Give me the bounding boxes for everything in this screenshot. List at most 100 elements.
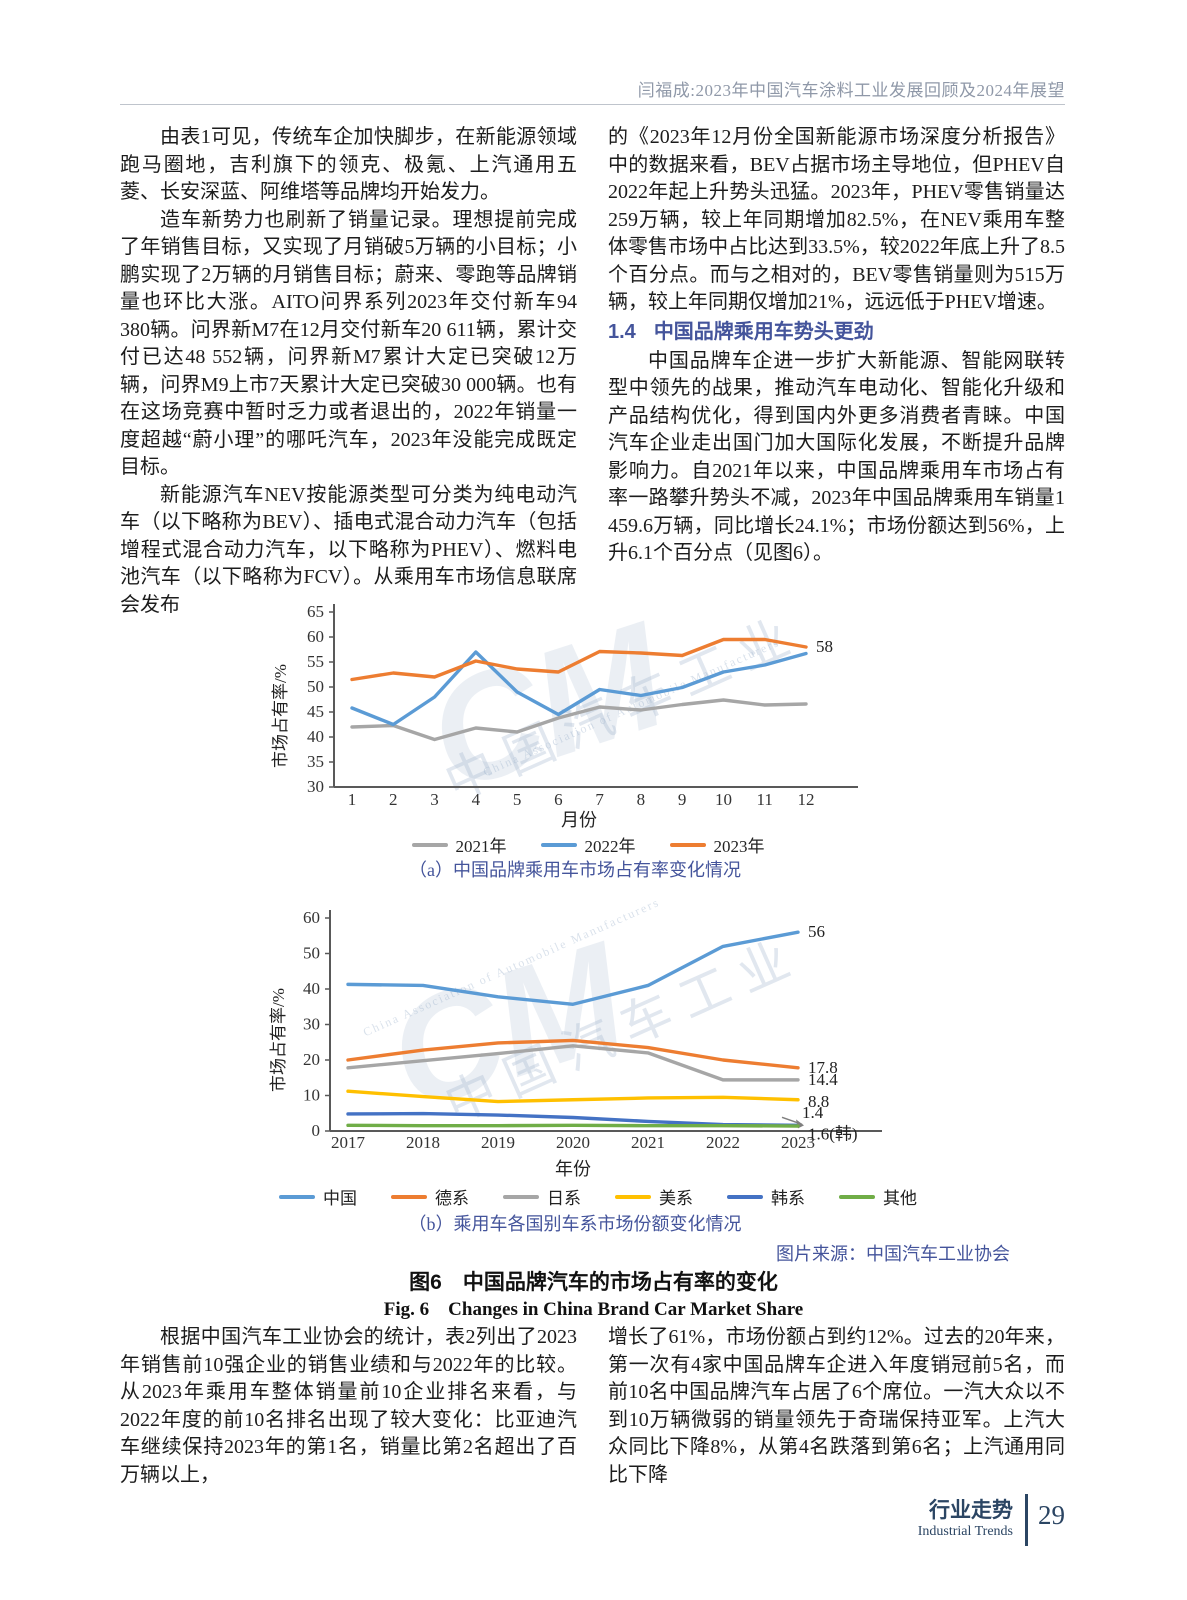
chart-monthly-market-share: 30 35 40 45 50 55 60 65 1 2 3 4 5 6 7 8 9 10 11 12 月份 市场占有率/%… xyxy=(268,598,908,857)
y-tick-label: 35 xyxy=(307,752,324,771)
top-right-column: 的《2023年12月份全国新能源市场深度分析报告》中的数据来看，BEV占据市场主… xyxy=(608,124,1065,568)
x-tick-label: 5 xyxy=(513,790,522,809)
series-end-label: 17.8 xyxy=(808,1058,838,1077)
legend-item: 美系 xyxy=(615,1184,693,1209)
figure-caption-b: （b）乘用车各国别车系市场份额变化情况 xyxy=(408,1214,742,1234)
y-tick-label: 45 xyxy=(307,702,324,721)
x-axis-title: 月份 xyxy=(561,810,597,830)
legend-swatch xyxy=(411,842,448,847)
legend-swatch xyxy=(839,1194,875,1199)
paragraph: 新能源汽车NEV按能源类型可分类为纯电动汽车（以下略称为BEV）、插电式混合动力… xyxy=(120,483,577,616)
chart-a-legend: 2021年 2022年 2023年 xyxy=(268,832,908,857)
x-tick-label: 11 xyxy=(757,790,773,809)
running-title: 闫福成:2023年中国汽车涂料工业发展回顾及2024年展望 xyxy=(637,81,1065,100)
legend-label: 德系 xyxy=(435,1189,469,1208)
x-tick-label: 9 xyxy=(678,790,687,809)
series-end-label: 1.4 xyxy=(802,1103,824,1122)
top-left-column: 由表1可见，传统车企加快脚步，在新能源领域跑马圈地，吉利旗下的领克、极氪、上汽通… xyxy=(120,124,577,619)
page-number: 29 xyxy=(1038,1500,1065,1530)
series-end-label: 56 xyxy=(808,922,825,941)
y-axis-title: 市场占有率/% xyxy=(269,988,288,1092)
y-tick-label: 65 xyxy=(307,602,324,621)
legend-swatch xyxy=(615,1194,651,1199)
paragraph: 增长了61%，市场份额占到约12%。过去的20年来，第一次有4家中国品牌车企进入… xyxy=(608,1326,1065,1486)
y-axis-title: 市场占有率/% xyxy=(271,664,290,768)
paragraph: 根据中国汽车工业协会的统计，表2列出了2023年销售前10强企业的销售业绩和与2… xyxy=(120,1326,577,1486)
series-end-label: 14.4 xyxy=(808,1070,838,1089)
header-rule xyxy=(120,104,1065,105)
legend-item: 2023年 xyxy=(669,832,765,857)
series-end-label: 8.8 xyxy=(808,1092,829,1111)
x-tick-label: 10 xyxy=(715,790,732,809)
y-tick-label: 10 xyxy=(303,1086,320,1105)
chart-svg: 0 10 20 30 40 50 60 2017 2018 2019 2020 2021 2022 202… xyxy=(269,908,882,1179)
paragraph: 中国品牌车企进一步扩大新能源、智能网联转型中领先的战果，推动汽车电动化、智能化升… xyxy=(608,349,1065,565)
y-tick-label: 40 xyxy=(307,727,324,746)
legend-swatch xyxy=(727,1194,763,1199)
y-tick-label: 30 xyxy=(307,777,324,796)
x-tick-label: 2021 xyxy=(631,1133,665,1152)
legend-swatch xyxy=(669,842,706,847)
legend-label: 2021年 xyxy=(455,837,507,856)
x-tick-label: 7 xyxy=(595,790,604,809)
series-line-其他 xyxy=(346,1123,800,1128)
section-number: 1.4 xyxy=(608,320,636,343)
legend-label: 美系 xyxy=(659,1189,693,1208)
legend-item: 中国 xyxy=(279,1184,357,1209)
x-axis-title: 年份 xyxy=(555,1159,591,1179)
series-line-2022年 xyxy=(350,650,808,727)
y-tick-label: 60 xyxy=(307,627,324,646)
series-line-2023年 xyxy=(350,637,808,682)
section-title: 中国品牌乘用车势头更劲 xyxy=(653,320,874,343)
figure-title-chinese: 图6 中国品牌汽车的市场占有率的变化 xyxy=(409,1271,778,1294)
legend-label: 2023年 xyxy=(713,837,765,856)
bottom-right-column: 增长了61%，市场份额占到约12%。过去的20年来，第一次有4家中国品牌车企进入… xyxy=(608,1324,1065,1489)
legend-item: 2021年 xyxy=(411,832,507,857)
y-tick-label: 50 xyxy=(307,677,324,696)
legend-item: 德系 xyxy=(391,1184,469,1209)
figure-title-english: Fig. 6 Changes in China Brand Car Market… xyxy=(383,1299,804,1320)
x-tick-label: 6 xyxy=(554,790,563,809)
x-tick-label: 2 xyxy=(389,790,398,809)
series-line-日系 xyxy=(346,1044,800,1082)
figure-source: 图片来源：中国汽车工业协会 xyxy=(776,1244,1010,1264)
legend-label: 日系 xyxy=(547,1189,581,1208)
paragraph: 的《2023年12月份全国新能源市场深度分析报告》中的数据来看，BEV占据市场主… xyxy=(608,126,1065,313)
section-heading-1-4: 1.4 中国品牌乘用车势头更劲 xyxy=(608,318,1065,347)
figure-caption-a: （a）中国品牌乘用车市场占有率变化情况 xyxy=(409,860,741,880)
footer-title-chinese: 行业走势 xyxy=(929,1499,1013,1522)
x-tick-label: 1 xyxy=(348,790,357,809)
bottom-left-column: 根据中国汽车工业协会的统计，表2列出了2023年销售前10强企业的销售业绩和与2… xyxy=(120,1324,577,1489)
footer-section-label: 行业走势 Industrial Trends xyxy=(918,1499,1013,1541)
series-end-label: 58 xyxy=(816,637,833,656)
legend-label: 韩系 xyxy=(771,1189,805,1208)
series-end-label: 1.6(韩) xyxy=(808,1124,858,1143)
y-tick-label: 20 xyxy=(303,1050,320,1069)
y-tick-label: 50 xyxy=(303,944,320,963)
paragraph: 由表1可见，传统车企加快脚步，在新能源领域跑马圈地，吉利旗下的领克、极氪、上汽通… xyxy=(120,126,577,203)
paragraph: 造车新势力也刷新了销量记录。理想提前完成了年销售目标，又实现了月销破5万辆的小目… xyxy=(120,208,577,479)
series-line-2021年 xyxy=(350,698,808,742)
y-tick-label: 0 xyxy=(312,1121,321,1140)
footer-title-english: Industrial Trends xyxy=(917,1524,1013,1539)
legend-swatch xyxy=(279,1194,315,1199)
x-tick-label: 2020 xyxy=(556,1133,590,1152)
x-tick-label: 2022 xyxy=(706,1133,740,1152)
y-tick-label: 30 xyxy=(303,1015,320,1034)
x-tick-label: 4 xyxy=(472,790,481,809)
x-tick-label: 2018 xyxy=(406,1133,440,1152)
series-line-韩系 xyxy=(346,1111,800,1128)
x-tick-label: 12 xyxy=(798,790,815,809)
x-tick-label: 2017 xyxy=(331,1133,366,1152)
legend-item: 其他 xyxy=(839,1184,917,1209)
series-line-中国 xyxy=(346,930,800,1006)
legend-label: 2022年 xyxy=(584,837,636,856)
legend-item: 2022年 xyxy=(540,832,636,857)
chart-yearly-share-by-origin: 0 10 20 30 40 50 60 2017 2018 2019 2020 2021 2022 202… xyxy=(268,890,928,1209)
series-line-美系 xyxy=(346,1089,800,1104)
x-tick-label: 3 xyxy=(430,790,439,809)
x-tick-label: 8 xyxy=(637,790,646,809)
x-tick-label: 2019 xyxy=(481,1133,515,1152)
